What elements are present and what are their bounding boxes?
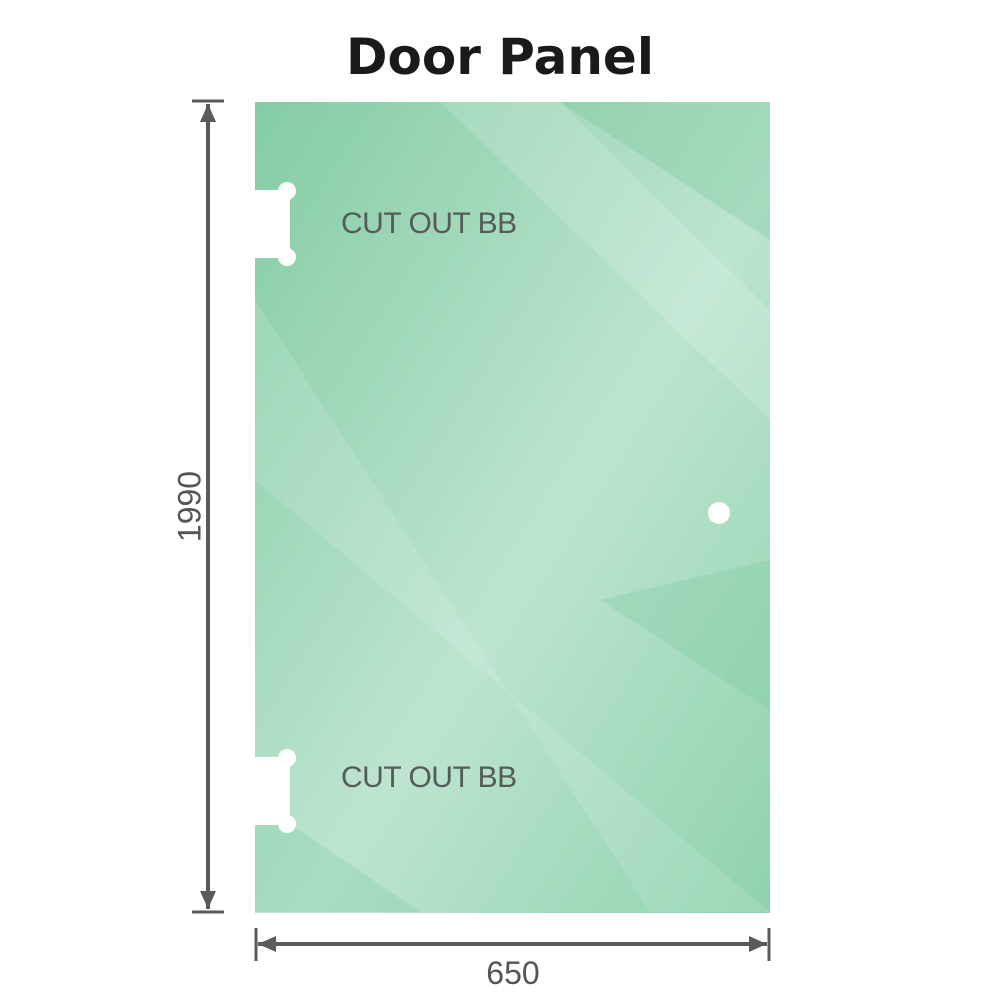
cutout-bottom [253,749,296,833]
height-dimension-label: 1990 [171,470,208,543]
diagram-title: Door Panel [346,28,654,86]
height-dimension-line [192,99,224,914]
cutout-bottom-label: CUT OUT BB [341,761,517,794]
width-dimension-label: 650 [486,955,540,991]
cutout-top [253,182,296,266]
glass-panel [255,102,770,913]
cutout-top-label: CUT OUT BB [341,207,517,240]
width-dimension-line [254,928,771,961]
handle-hole [708,502,730,524]
